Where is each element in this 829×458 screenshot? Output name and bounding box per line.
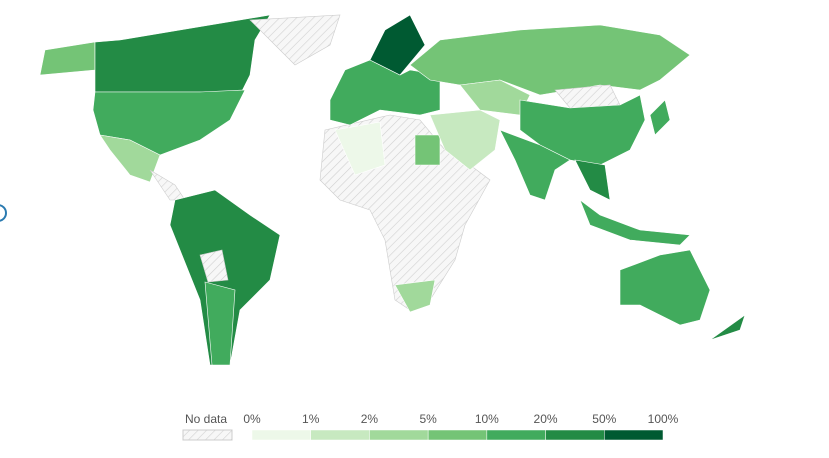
legend-tick-label: 20% xyxy=(534,412,558,426)
legend-tick-label: 100% xyxy=(648,412,679,426)
legend-tick-label: 5% xyxy=(419,412,437,426)
legend-tick-label: 2% xyxy=(361,412,379,426)
legend-bin xyxy=(486,429,546,441)
world-map xyxy=(39,14,746,366)
legend-bin xyxy=(427,429,488,441)
legend-bin xyxy=(545,429,605,441)
legend-tick-label: 1% xyxy=(302,412,320,426)
legend-bin xyxy=(604,429,664,441)
legend-bin xyxy=(251,429,311,441)
legend-bin xyxy=(369,429,429,441)
nav-button[interactable] xyxy=(0,204,7,222)
legend-tick-label: 10% xyxy=(475,412,499,426)
no-data-label: No data xyxy=(185,412,227,426)
legend-tick-label: 50% xyxy=(592,412,616,426)
legend-tick-label: 0% xyxy=(243,412,261,426)
no-data-swatch xyxy=(182,429,233,441)
legend: No data 0% 1% 2% 5% 10% 20% 50% 100% xyxy=(182,412,679,441)
legend-bin xyxy=(310,429,370,441)
